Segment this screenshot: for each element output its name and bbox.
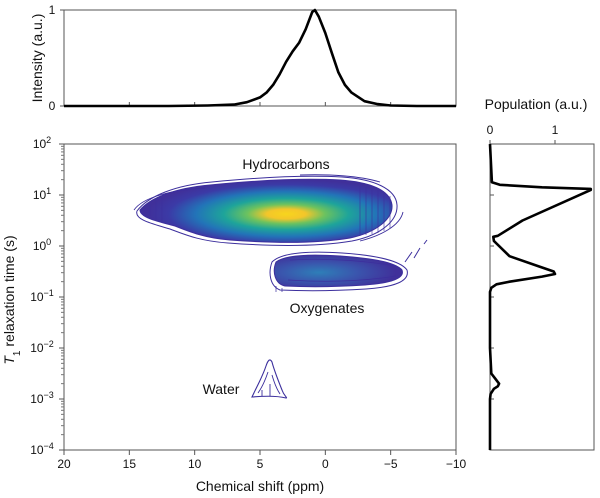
main-y-tick-label-1: 101 <box>33 186 51 202</box>
oxygenates-contour-lines <box>275 258 397 292</box>
hydrocarbons-contours <box>133 174 404 246</box>
oxygenates-contour-outer <box>269 251 408 292</box>
top-panel: 0 1 Intensity (a.u.) <box>29 3 457 113</box>
main-y-tick-label-3: 10−1 <box>30 288 54 304</box>
annotation-water: Water <box>203 381 240 397</box>
main-y-axis-label: T1 relaxation time (s) <box>1 235 23 364</box>
main-y-tick-label-6: 10−4 <box>30 441 54 457</box>
right-plot-frame <box>489 143 595 451</box>
main-x-tick-label-3: 5 <box>257 457 264 471</box>
main-y-tick-label-2: 100 <box>33 237 51 253</box>
top-plot-frame <box>63 9 457 107</box>
main-x-tick-label-6: −10 <box>446 457 467 471</box>
oxygenates-tail <box>404 239 428 263</box>
main-x-tick-label-2: 10 <box>188 457 202 471</box>
water-contour-outer <box>251 359 288 399</box>
right-x-tick-1: 1 <box>552 123 559 137</box>
water-contour-inner <box>257 371 281 396</box>
hydrocarbons-fill <box>139 178 393 243</box>
main-x-tick-label-5: −5 <box>384 457 398 471</box>
main-x-ticks: 20 15 10 5 0 −5 −10 <box>57 450 467 471</box>
top-y-tick-1: 1 <box>49 3 56 17</box>
main-x-tick-label-1: 15 <box>123 457 137 471</box>
oxygenates-contours <box>269 239 428 292</box>
hydrocarbons-contour-outer-2 <box>133 174 404 242</box>
top-y-axis-label: Intensity (a.u.) <box>29 14 45 103</box>
main-y-tick-label-5: 10−3 <box>30 390 54 406</box>
oxygenates-fill <box>273 254 403 288</box>
population-line <box>488 143 593 450</box>
annotation-oxygenates: Oxygenates <box>290 300 365 316</box>
main-x-tick-label-4: 0 <box>322 457 329 471</box>
hydrocarbons-contour-lines <box>149 186 391 236</box>
main-y-tick-label-0: 102 <box>33 135 51 151</box>
right-x-tick-0: 0 <box>487 123 494 137</box>
top-y-tick-0: 0 <box>49 99 56 113</box>
population-title: Population (a.u.) <box>485 96 588 112</box>
annotation-hydrocarbons: Hydrocarbons <box>242 156 329 172</box>
spectrum-line <box>64 8 456 108</box>
right-panel: Population (a.u.) 0 1 <box>485 96 595 451</box>
main-x-tick-label-0: 20 <box>57 457 71 471</box>
main-y-tick-label-4: 10−2 <box>30 339 54 355</box>
main-y-ticks: 102 101 100 10−1 10−2 10−3 10−4 <box>30 135 64 457</box>
water-contours <box>251 359 288 399</box>
main-x-axis-label: Chemical shift (ppm) <box>196 478 324 494</box>
main-panel: 20 15 10 5 0 −5 −10 10210110010−110−210−310−4 … <box>1 135 467 494</box>
hydrocarbons-contour-outer-1 <box>136 175 398 246</box>
